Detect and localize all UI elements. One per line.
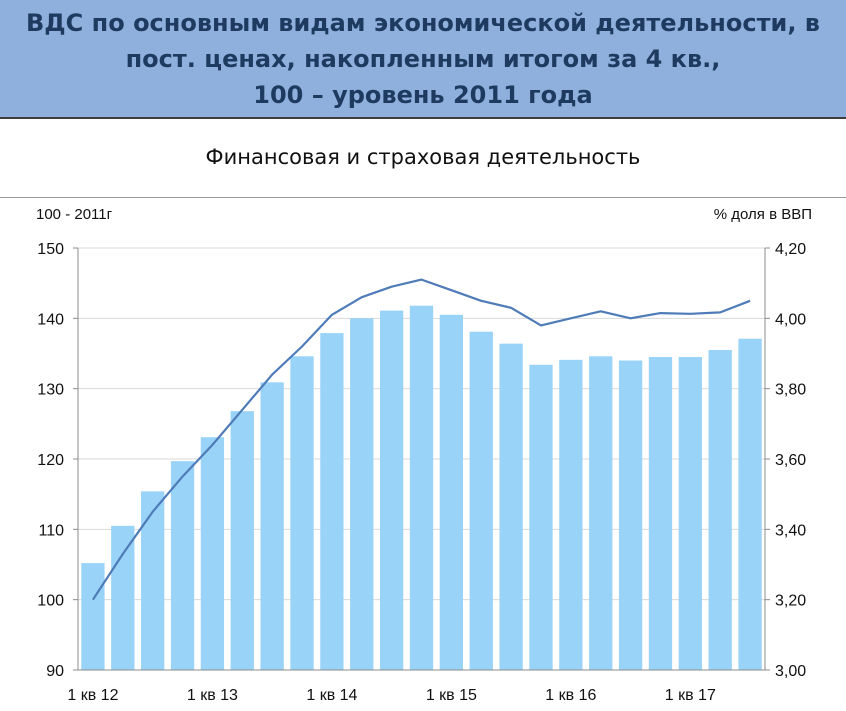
right-tick-label: 3,40 <box>775 522 806 539</box>
right-tick-label: 3,20 <box>775 593 806 610</box>
bar <box>738 338 762 670</box>
bar <box>499 343 523 670</box>
x-tick-label: 1 кв 17 <box>665 687 716 704</box>
bar <box>648 357 673 670</box>
bar <box>200 437 225 670</box>
bar <box>589 356 613 670</box>
bar <box>559 359 583 670</box>
bar <box>260 382 284 670</box>
header-banner: ВДС по основным видам экономической деят… <box>0 0 846 119</box>
bar <box>170 461 195 670</box>
bar <box>708 349 732 670</box>
bar <box>111 525 135 670</box>
left-tick-label: 120 <box>37 452 64 469</box>
bar <box>350 318 374 670</box>
right-tick-label: 3,60 <box>775 452 806 469</box>
bar <box>469 331 493 670</box>
bar <box>290 356 314 670</box>
left-tick-label: 140 <box>37 311 64 328</box>
x-tick-label: 1 кв 16 <box>545 687 596 704</box>
header-title-line-3: 100 – уровень 2011 года <box>253 80 593 109</box>
x-tick-label: 1 кв 15 <box>426 687 477 704</box>
chart-title: Финансовая и страховая деятельность <box>205 145 641 169</box>
bar <box>141 491 165 670</box>
right-tick-label: 3,00 <box>775 663 806 680</box>
separator-line <box>0 197 846 198</box>
left-tick-label: 90 <box>46 663 64 680</box>
bar <box>618 360 643 670</box>
bar <box>320 333 344 670</box>
x-tick-label: 1 кв 12 <box>67 687 118 704</box>
right-tick-label: 4,20 <box>775 241 806 258</box>
left-axis-unit-label: 100 - 2011г <box>36 206 113 223</box>
left-tick-label: 100 <box>37 593 64 610</box>
bar <box>529 364 553 670</box>
x-tick-label: 1 кв 13 <box>187 687 238 704</box>
header-title-line-1: ВДС по основным видам экономической деят… <box>26 8 820 37</box>
bar <box>379 310 404 670</box>
right-tick-label: 4,00 <box>775 311 806 328</box>
bar <box>230 411 254 670</box>
bar <box>439 314 464 670</box>
bar <box>409 305 434 670</box>
right-axis-unit-label: % доля в ВВП <box>714 206 812 223</box>
left-tick-label: 150 <box>37 241 64 258</box>
x-tick-label: 1 кв 14 <box>306 687 357 704</box>
right-tick-label: 3,80 <box>775 382 806 399</box>
left-tick-label: 130 <box>37 382 64 399</box>
bar <box>678 357 702 670</box>
left-tick-label: 110 <box>38 522 64 539</box>
header-title-line-2: пост. ценах, накопленным итогом за 4 кв.… <box>125 44 721 73</box>
bar <box>81 563 105 670</box>
